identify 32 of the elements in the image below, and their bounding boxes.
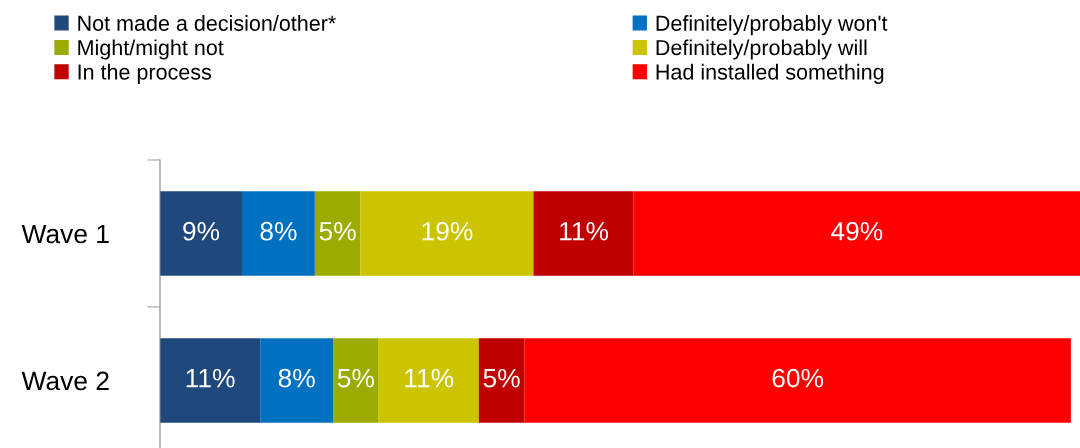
legend-label: Not made a decision/other* bbox=[78, 15, 336, 31]
bar bbox=[524, 338, 1071, 423]
data-label: 11% bbox=[405, 368, 454, 388]
bar bbox=[478, 338, 525, 423]
bar bbox=[533, 191, 634, 276]
data-label: 11% bbox=[560, 221, 609, 241]
data-label: 5% bbox=[483, 368, 520, 388]
data-label: 8% bbox=[278, 368, 315, 388]
legend-label: Definitely/probably won't bbox=[656, 15, 888, 36]
data-label: 49% bbox=[831, 221, 883, 241]
data-label: 60% bbox=[772, 368, 824, 388]
bar bbox=[633, 191, 1080, 276]
data-label: 8% bbox=[260, 221, 297, 241]
legend-label: In the process bbox=[78, 63, 212, 84]
legend-label: Had installed something bbox=[656, 63, 884, 84]
bar bbox=[333, 338, 379, 423]
y-tick-label: Wave 2 bbox=[21, 371, 109, 391]
data-label: 19% bbox=[422, 221, 473, 241]
bar bbox=[160, 191, 242, 276]
bar bbox=[160, 338, 261, 423]
legend-label: Definitely/probably will bbox=[656, 39, 867, 60]
bar bbox=[314, 191, 361, 276]
y-tick-label: Wave 1 bbox=[21, 224, 109, 244]
bar bbox=[241, 191, 315, 276]
data-label: 5% bbox=[337, 368, 374, 388]
bar bbox=[378, 338, 479, 423]
bar bbox=[360, 191, 534, 276]
data-label: 11% bbox=[186, 368, 235, 388]
bar bbox=[260, 338, 334, 423]
legend-label: Might/might not bbox=[78, 39, 224, 60]
data-label: 5% bbox=[319, 221, 356, 241]
data-label: 9% bbox=[183, 221, 220, 241]
